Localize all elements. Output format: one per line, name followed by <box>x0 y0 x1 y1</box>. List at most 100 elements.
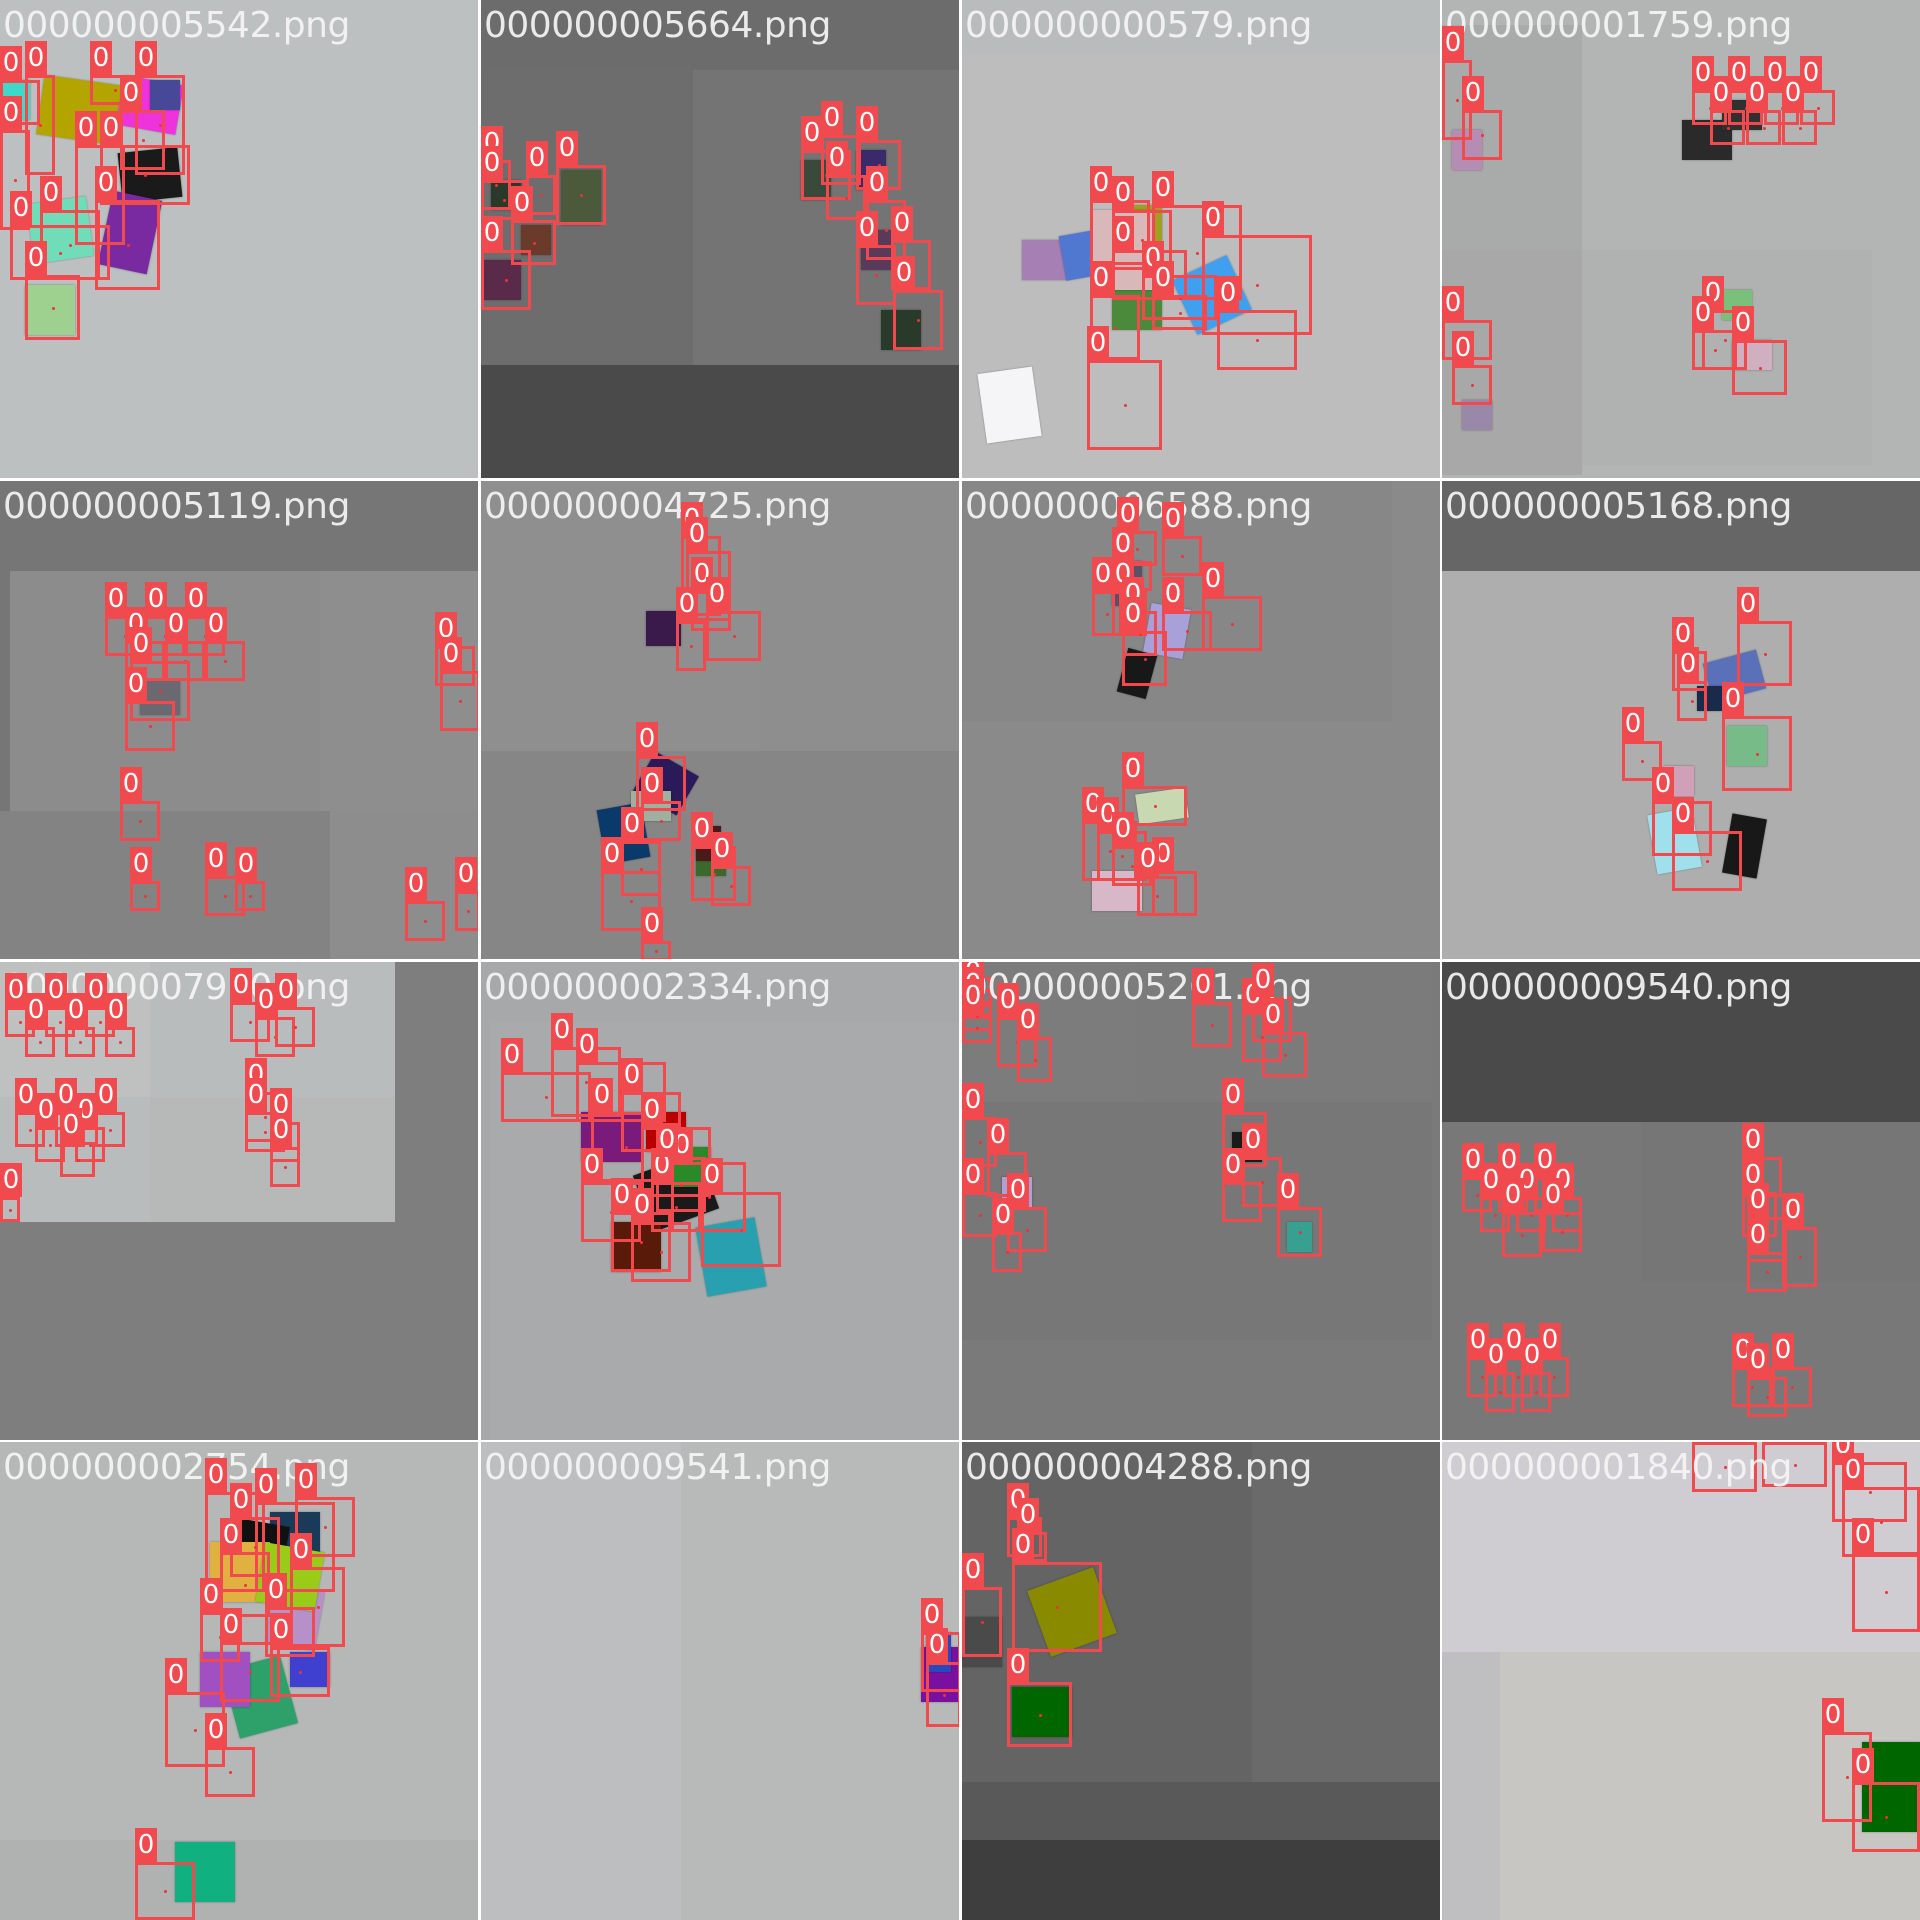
center-dot <box>1181 555 1184 558</box>
block-object <box>1462 400 1492 430</box>
center-dot <box>1521 1233 1524 1237</box>
bounding-box <box>1692 1442 1757 1492</box>
class-label: 0 <box>1442 286 1464 320</box>
class-label: 0 <box>220 1608 242 1642</box>
bounding-box <box>130 881 160 911</box>
class-label: 0 <box>25 41 47 75</box>
block-object <box>1452 130 1482 170</box>
class-label: 0 <box>1462 76 1484 110</box>
bounding-box <box>270 1147 300 1187</box>
center-dot <box>1178 296 1182 300</box>
class-label: 0 <box>95 166 117 200</box>
bounding-box <box>1747 1377 1787 1417</box>
class-label: 0 <box>1117 497 1139 531</box>
class-label: 0 <box>1842 1453 1864 1487</box>
background-patch <box>330 811 478 959</box>
block-object <box>646 611 681 646</box>
class-label: 0 <box>1162 502 1184 536</box>
block-object <box>1732 340 1772 370</box>
center-dot <box>1868 1491 1872 1494</box>
class-label: 0 <box>1202 201 1224 235</box>
class-label: 0 <box>0 96 22 130</box>
center-dot <box>1038 1713 1042 1717</box>
class-label: 0 <box>1742 1123 1764 1157</box>
center-dot <box>1006 1251 1009 1254</box>
bounding-box <box>1017 1037 1052 1082</box>
center-dot <box>1138 632 1142 636</box>
center-dot <box>69 244 72 247</box>
class-label: 0 <box>165 607 187 641</box>
class-label: 0 <box>891 206 913 240</box>
center-dot <box>1033 1058 1037 1062</box>
class-label: 0 <box>987 1118 1009 1152</box>
center-dot <box>59 251 62 255</box>
bounding-box <box>1462 110 1502 160</box>
class-label: 0 <box>405 867 427 901</box>
tile-filename: 000000005542.png <box>3 5 350 46</box>
center-dot <box>1143 657 1147 661</box>
class-label: 0 <box>275 973 297 1007</box>
bounding-box <box>1746 110 1781 145</box>
class-label: 0 <box>1462 1143 1484 1177</box>
background-patch <box>1642 1122 1920 1282</box>
class-label: 0 <box>90 41 112 75</box>
bounding-box <box>25 275 80 340</box>
center-dot <box>505 279 508 282</box>
class-label: 0 <box>1277 1173 1299 1207</box>
center-dot <box>1561 1231 1564 1234</box>
class-label: 0 <box>1782 76 1804 110</box>
center-dot <box>1762 126 1766 130</box>
block-object <box>175 1842 235 1902</box>
bounding-box <box>220 1642 280 1702</box>
center-dot <box>1136 547 1139 551</box>
bounding-box <box>1202 235 1312 335</box>
class-label: 0 <box>120 767 142 801</box>
class-label: 0 <box>706 577 728 611</box>
class-label: 0 <box>165 1658 187 1692</box>
center-dot <box>1566 1213 1569 1217</box>
class-label: 0 <box>1012 1528 1034 1562</box>
mosaic-tile: 000000005119.png 0 0 0 0 0 0 0 0 0 0 0 0 0 0 0 0 <box>0 481 478 959</box>
bounding-box <box>295 1497 355 1557</box>
bounding-box <box>636 756 686 811</box>
block-object <box>1727 726 1767 766</box>
class-label: 0 <box>1710 76 1732 110</box>
class-label: 0 <box>0 1163 22 1197</box>
center-dot <box>976 1027 979 1030</box>
center-dot <box>14 179 17 182</box>
center-dot <box>424 920 427 923</box>
bounding-box <box>65 1027 95 1057</box>
bounding-box <box>501 1072 591 1122</box>
class-label: 0 <box>676 587 698 621</box>
class-label: 0 <box>1222 1148 1244 1182</box>
bounding-box <box>1202 596 1262 651</box>
class-label: 0 <box>1480 1163 1502 1197</box>
class-label: 0 <box>926 1628 948 1662</box>
bounding-box <box>0 130 30 230</box>
center-dot <box>1481 134 1484 137</box>
center-dot <box>845 196 848 200</box>
class-label: 0 <box>1822 1698 1844 1732</box>
class-label: 0 <box>135 41 157 75</box>
bounding-box <box>95 1112 125 1147</box>
background-patch <box>681 1442 959 1920</box>
class-label: 0 <box>1442 26 1464 60</box>
class-label: 0 <box>686 517 708 551</box>
block-object <box>290 1652 330 1687</box>
class-label: 0 <box>611 1178 633 1212</box>
center-dot <box>1471 384 1474 387</box>
center-dot <box>1456 99 1459 102</box>
class-label: 0 <box>130 627 152 661</box>
tile-filename: 000000001759.png <box>1445 5 1792 46</box>
class-label: 0 <box>856 211 878 245</box>
center-dot <box>1726 126 1730 130</box>
bounding-box <box>1007 1682 1072 1747</box>
center-dot <box>144 174 147 177</box>
bounding-box <box>962 1587 1002 1657</box>
class-label: 0 <box>270 1613 292 1647</box>
center-dot <box>1153 805 1157 808</box>
class-label: 0 <box>1542 1178 1564 1212</box>
class-label: 0 <box>921 1598 943 1632</box>
center-dot <box>39 124 42 127</box>
